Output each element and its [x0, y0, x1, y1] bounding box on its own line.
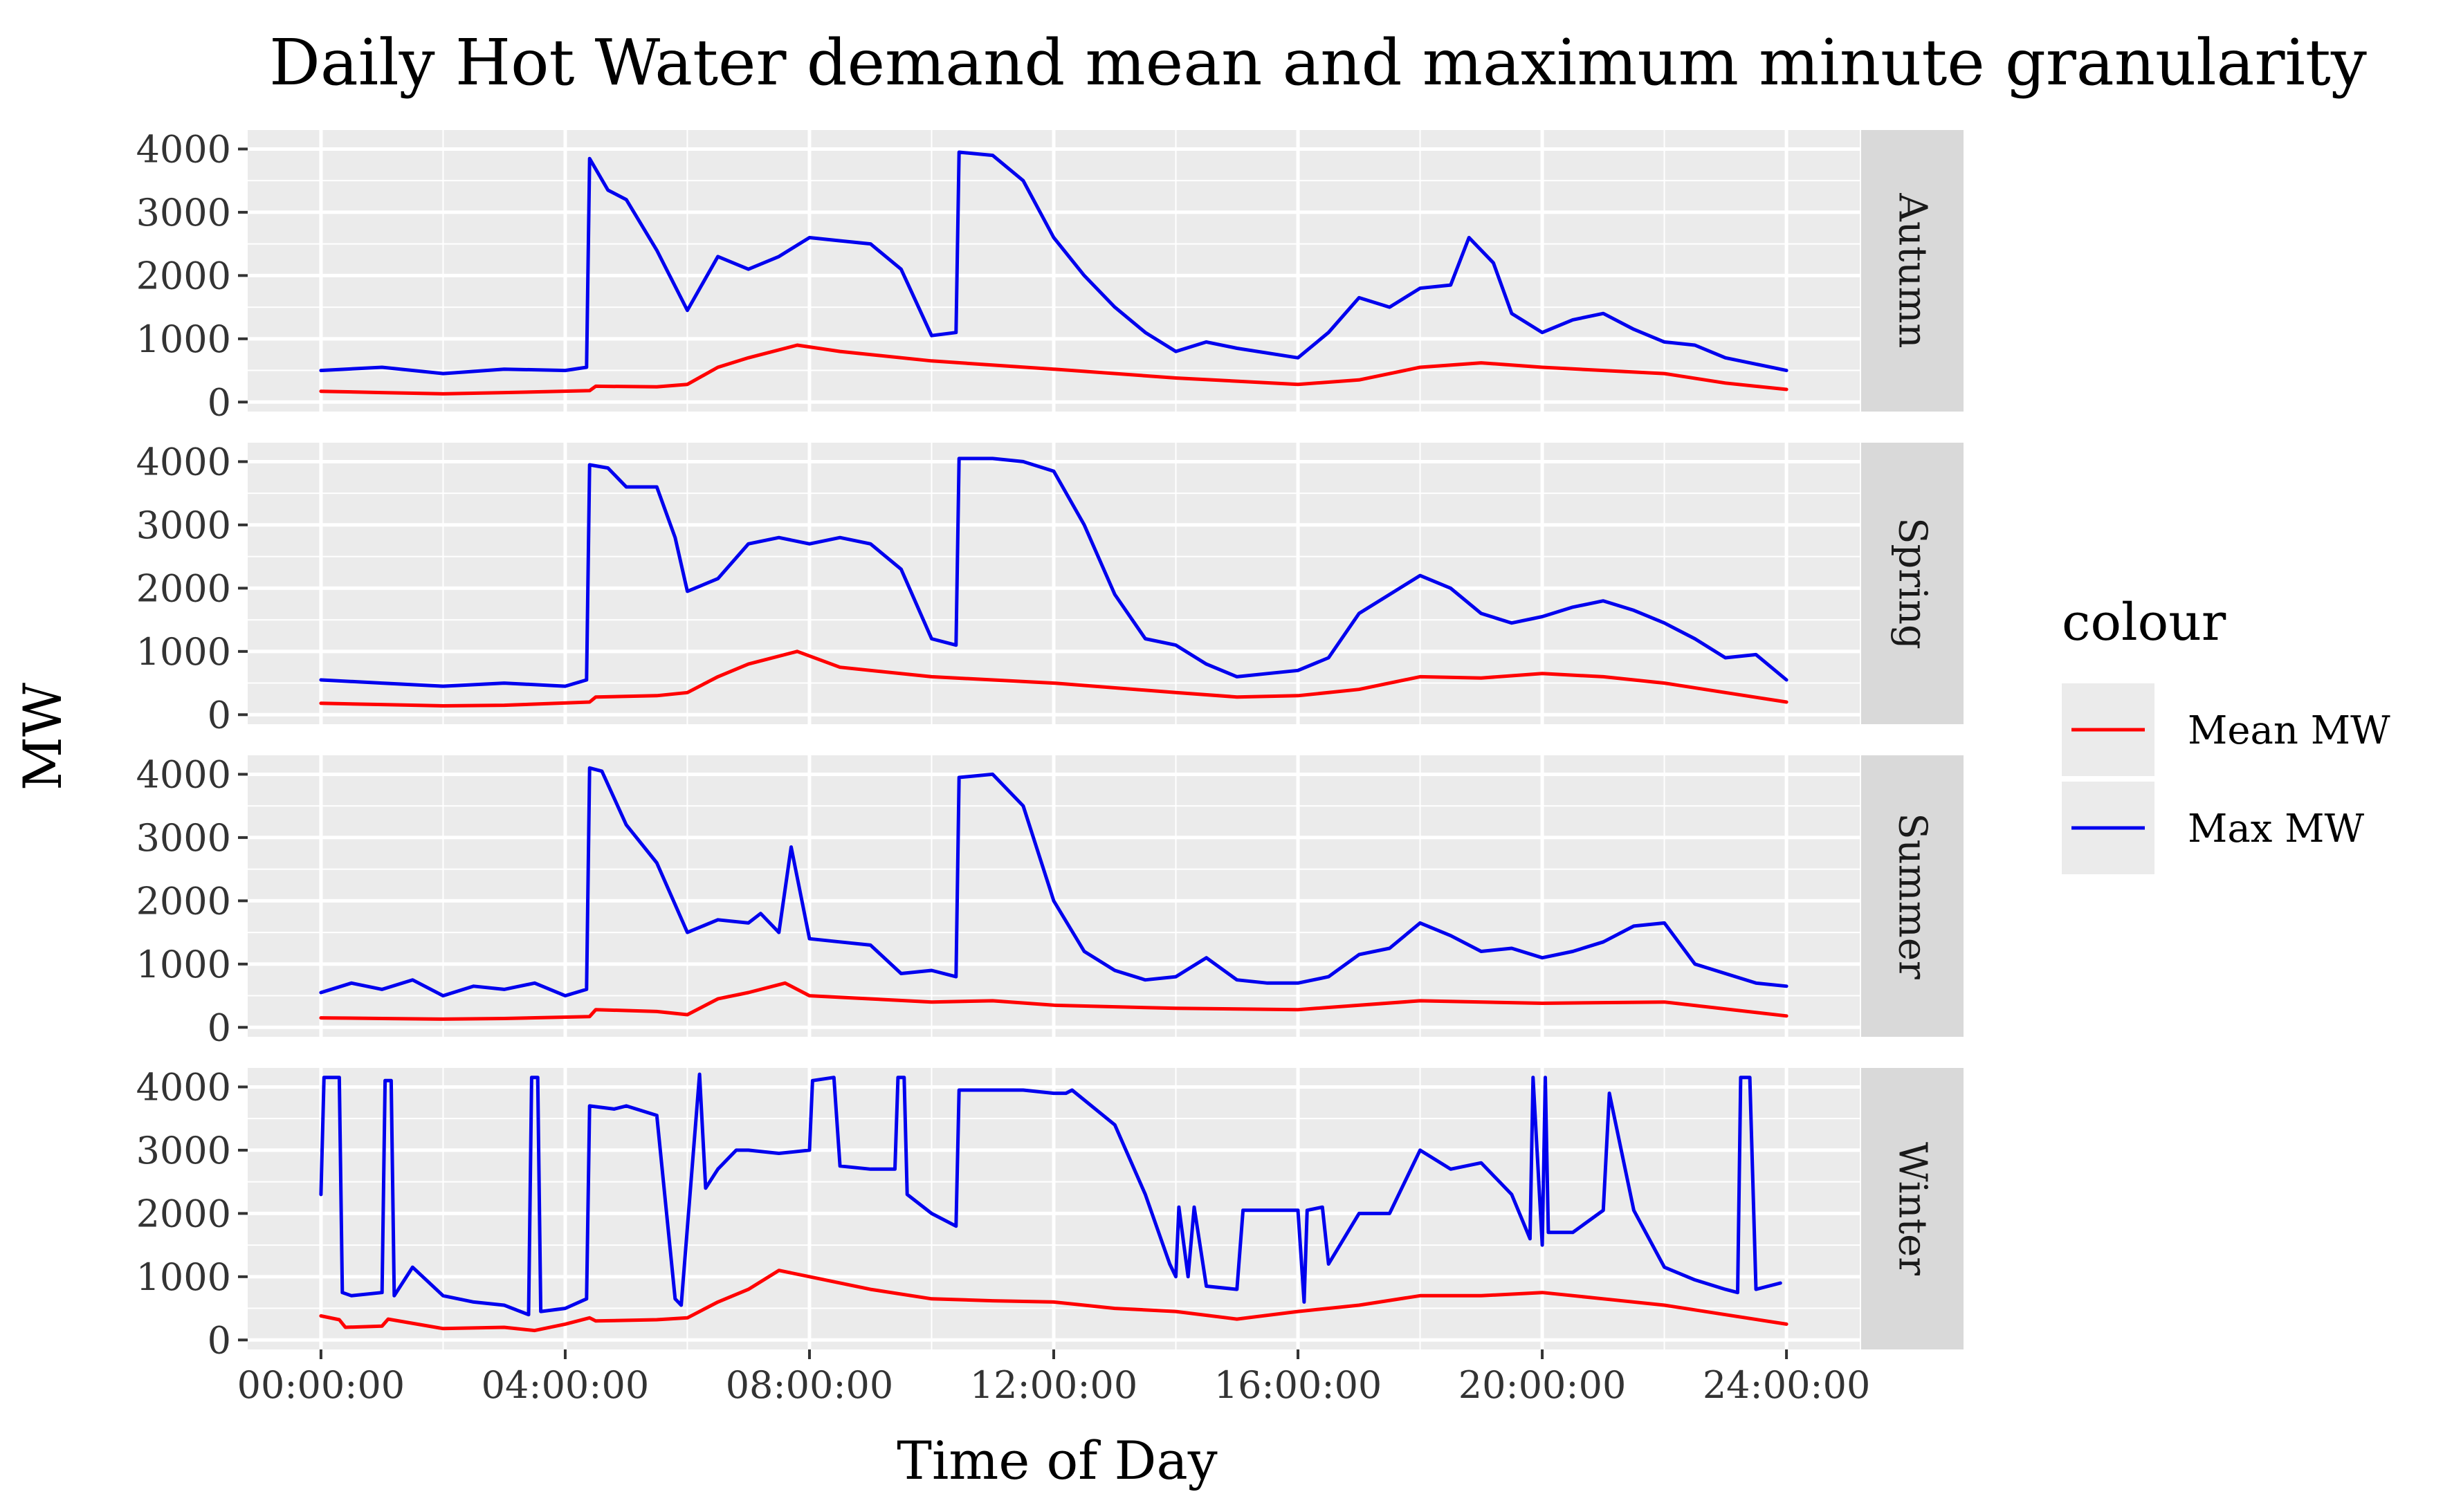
x-tick-label: 08:00:00 [726, 1363, 894, 1407]
x-tick-label: 04:00:00 [482, 1363, 650, 1407]
x-tick-label: 12:00:00 [970, 1363, 1138, 1407]
x-tick-label: 20:00:00 [1458, 1363, 1627, 1407]
strip-label-autumn: Autumn [1890, 192, 1935, 348]
legend-entry-mean-mw: Mean MW [2062, 683, 2390, 776]
y-tick-label: 0 [208, 1318, 231, 1362]
y-tick-label: 3000 [136, 191, 231, 234]
strip-label-spring: Spring [1890, 517, 1935, 649]
strip-label-summer: Summer [1890, 813, 1935, 979]
legend-entry-max-mw: Max MW [2062, 782, 2364, 874]
legend-label: Max MW [2188, 806, 2364, 851]
series-line-max-mw-spring [319, 457, 1788, 688]
strip-autumn [1861, 130, 1964, 412]
y-tick-label: 3000 [136, 1129, 231, 1172]
y-tick-label: 4000 [136, 127, 231, 171]
panel-summer: 0 1000 2000 3000 4000 Summer [136, 753, 1964, 1049]
y-tick-label: 2000 [136, 1192, 231, 1235]
y-tick-label: 4000 [136, 753, 231, 796]
series-line-mean-mw-spring [319, 649, 1788, 708]
strip-winter [1861, 1068, 1964, 1349]
strip-label-winter: Winter [1890, 1142, 1935, 1275]
series-line-mean-mw-winter [319, 1269, 1788, 1333]
y-tick-label: 3000 [136, 816, 231, 860]
legend-label: Mean MW [2188, 708, 2390, 753]
legend: colour Mean MW Max MW [2062, 593, 2390, 874]
y-tick-label: 3000 [136, 504, 231, 547]
y-tick-label: 4000 [136, 1065, 231, 1109]
series-line-max-mw-autumn [319, 150, 1788, 376]
x-tick-label: 24:00:00 [1703, 1363, 1871, 1407]
series-line-mean-mw-autumn [319, 343, 1788, 396]
x-tick-label: 00:00:00 [237, 1363, 405, 1407]
y-tick-label: 1000 [136, 1255, 231, 1299]
chart-title: Daily Hot Water demand mean and maximum … [269, 26, 2367, 100]
y-tick-label: 2000 [136, 879, 231, 923]
y-tick-label: 0 [208, 693, 231, 737]
y-tick-label: 1000 [136, 317, 231, 361]
series-line-mean-mw-summer [319, 981, 1788, 1021]
series-line-max-mw-summer [319, 766, 1788, 998]
x-tick-label: 16:00:00 [1214, 1363, 1382, 1407]
y-tick-label: 1000 [136, 630, 231, 674]
y-tick-label: 0 [208, 1006, 231, 1049]
y-tick-label: 2000 [136, 566, 231, 610]
legend-title: colour [2062, 593, 2226, 652]
panel-autumn: 0 1000 2000 3000 4000 Autumn [136, 127, 1964, 424]
strip-spring [1861, 443, 1964, 724]
x-axis-title: Time of Day [897, 1430, 1217, 1491]
strip-summer [1861, 755, 1964, 1037]
y-tick-label: 2000 [136, 254, 231, 297]
y-tick-label: 1000 [136, 943, 231, 986]
y-tick-label: 4000 [136, 440, 231, 483]
panel-spring: 0 1000 2000 3000 4000 Spring [136, 440, 1964, 737]
y-tick-label: 0 [208, 380, 231, 424]
series-line-max-mw-winter [319, 1072, 1782, 1317]
y-axis-title: MW [12, 683, 73, 791]
panel-winter: 0 1000 2000 3000 4000 Winter [136, 1065, 1964, 1362]
